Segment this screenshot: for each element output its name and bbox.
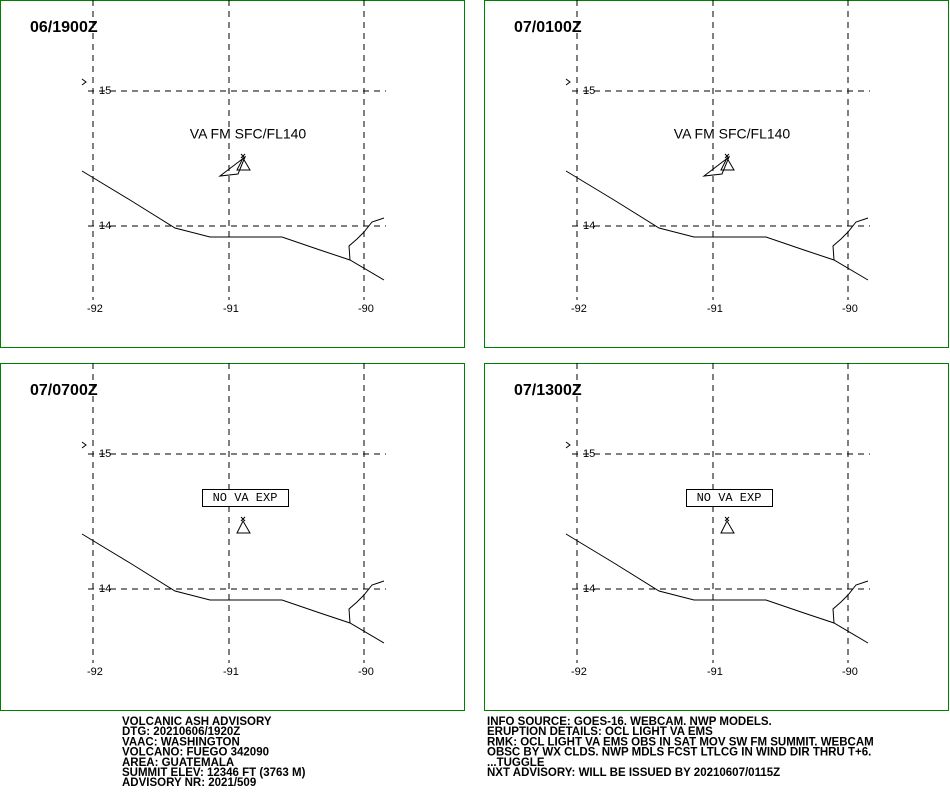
valid-time: 06/1900Z bbox=[30, 19, 98, 36]
lon-label: -90 bbox=[358, 303, 374, 315]
advisory-line: ERUPTION DETAILS: OCL LIGHT VA EMS bbox=[487, 726, 713, 738]
annotation-box bbox=[202, 489, 289, 507]
lon-label: -92 bbox=[87, 666, 103, 678]
advisory-line: ADVISORY NR: 2021/509 bbox=[122, 777, 256, 789]
border-mark bbox=[565, 78, 571, 86]
coastline bbox=[832, 580, 869, 624]
advisory-line: RMK: OCL LIGHT VA EMS OBS IN SAT MOV SW … bbox=[487, 736, 874, 748]
advisory-line: AREA: GUATEMALA bbox=[122, 757, 234, 769]
ash-cloud bbox=[702, 155, 731, 177]
lon-label: -92 bbox=[571, 303, 587, 315]
lat-label: 14 bbox=[583, 220, 595, 232]
advisory-line: INFO SOURCE: GOES-16. WEBCAM. NWP MODELS… bbox=[487, 716, 772, 728]
advisory-line: DTG: 20210606/1920Z bbox=[122, 726, 240, 738]
lon-label: -92 bbox=[87, 303, 103, 315]
lat-label: 14 bbox=[583, 583, 595, 595]
coastline bbox=[81, 533, 385, 644]
lat-label: 15 bbox=[583, 448, 595, 460]
volcano-symbol bbox=[236, 516, 251, 534]
panel-frame bbox=[0, 0, 465, 348]
advisory-line: NXT ADVISORY: WILL BE ISSUED BY 20210607… bbox=[487, 767, 780, 779]
panel-frame bbox=[484, 0, 949, 348]
lat-label: 15 bbox=[99, 448, 111, 460]
ash-cloud bbox=[218, 155, 247, 177]
coastline bbox=[348, 580, 385, 624]
lon-label: -90 bbox=[842, 303, 858, 315]
valid-time: 07/1300Z bbox=[514, 382, 582, 399]
map-panel: 07/1300Z 15 14 -92 -91 -90 NO VA EXP bbox=[484, 363, 949, 711]
ash-annotation: VA FM SFC/FL140 bbox=[674, 126, 791, 142]
ash-annotation: NO VA EXP bbox=[697, 491, 762, 505]
lat-label: 14 bbox=[99, 220, 111, 232]
lat-label: 15 bbox=[99, 85, 111, 97]
lon-label: -91 bbox=[707, 666, 723, 678]
coastline bbox=[832, 217, 869, 261]
border-mark bbox=[565, 441, 571, 449]
ash-annotation: NO VA EXP bbox=[213, 491, 278, 505]
lat-label: 14 bbox=[99, 583, 111, 595]
advisory-line: ...TUGGLE bbox=[487, 757, 545, 769]
advisory-line: VOLCANIC ASH ADVISORY bbox=[122, 716, 272, 728]
map-panel: 07/0700Z 15 14 -92 -91 -90 NO VA EXP bbox=[0, 363, 465, 711]
valid-time: 07/0100Z bbox=[514, 19, 582, 36]
valid-time: 07/0700Z bbox=[30, 382, 98, 399]
annotation-box bbox=[686, 489, 773, 507]
volcano-symbol bbox=[720, 516, 735, 534]
coastline bbox=[81, 170, 385, 281]
map-panel: 07/0100Z 15 14 -92 -91 -90 VA FM SFC/FL140 bbox=[484, 0, 949, 348]
advisory-line: VOLCANO: FUEGO 342090 bbox=[122, 747, 269, 759]
lat-label: 15 bbox=[583, 85, 595, 97]
ash-annotation: VA FM SFC/FL140 bbox=[190, 126, 307, 142]
coastline bbox=[565, 170, 869, 281]
lon-label: -90 bbox=[358, 666, 374, 678]
coastline bbox=[348, 217, 385, 261]
lon-label: -91 bbox=[223, 666, 239, 678]
lon-label: -91 bbox=[223, 303, 239, 315]
advisory-line: VAAC: WASHINGTON bbox=[122, 736, 240, 748]
map-panel: 06/1900Z 15 14 -92 -91 -90 VA FM SFC/FL140 bbox=[0, 0, 465, 348]
advisory-line: OBSC BY WX CLDS. NWP MDLS FCST LTLCG IN … bbox=[487, 747, 871, 759]
lon-label: -90 bbox=[842, 666, 858, 678]
border-mark bbox=[81, 441, 87, 449]
panel-frame bbox=[484, 363, 949, 711]
border-mark bbox=[81, 78, 87, 86]
coastline bbox=[565, 533, 869, 644]
lon-label: -92 bbox=[571, 666, 587, 678]
lon-label: -91 bbox=[707, 303, 723, 315]
advisory-line: SUMMIT ELEV: 12346 FT (3763 M) bbox=[122, 767, 306, 779]
panel-frame bbox=[0, 363, 465, 711]
